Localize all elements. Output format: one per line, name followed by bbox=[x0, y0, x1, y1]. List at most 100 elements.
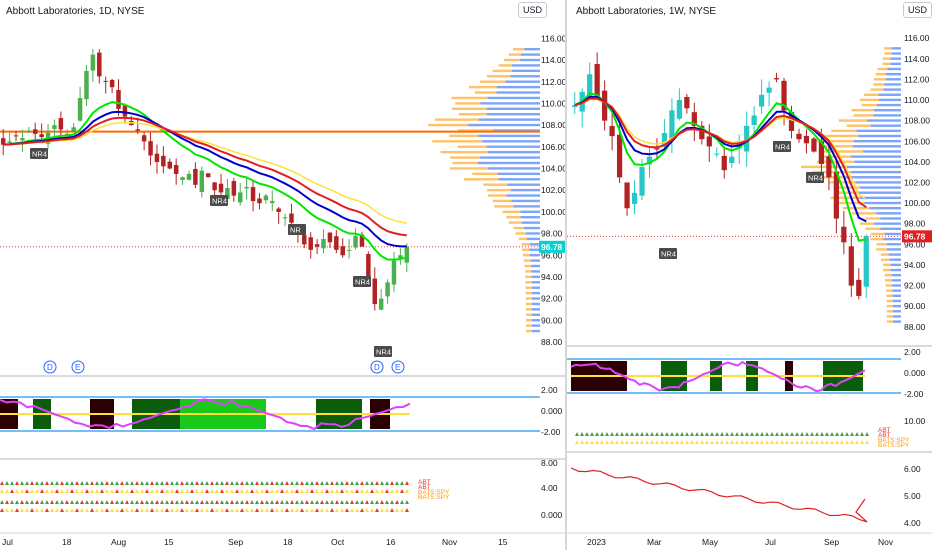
breadth-marker bbox=[130, 508, 134, 512]
breadth-marker bbox=[385, 500, 389, 504]
volume-profile-bar bbox=[884, 273, 892, 277]
volume-profile-bar bbox=[510, 188, 540, 192]
breadth-marker bbox=[210, 508, 214, 512]
breadth-marker bbox=[310, 508, 314, 512]
breadth-marker bbox=[800, 432, 804, 436]
breadth-marker bbox=[375, 481, 379, 485]
breadth-marker bbox=[220, 481, 224, 485]
candle-body bbox=[404, 246, 410, 263]
breadth-marker bbox=[20, 508, 24, 512]
volume-profile-bar bbox=[861, 103, 878, 107]
candle-body bbox=[84, 70, 89, 100]
breadth-marker bbox=[185, 489, 189, 493]
candle-body bbox=[225, 188, 230, 200]
oscillator-line bbox=[0, 398, 411, 431]
volume-profile-bar bbox=[525, 319, 532, 322]
breadth-marker bbox=[130, 481, 134, 485]
breadth-marker bbox=[375, 489, 379, 493]
candle-body bbox=[270, 201, 275, 204]
candle-body bbox=[308, 237, 313, 250]
breadth-marker bbox=[310, 489, 314, 493]
breadth-marker bbox=[180, 508, 184, 512]
daily-currency-button[interactable]: USD bbox=[518, 2, 548, 18]
breadth-marker bbox=[10, 508, 14, 512]
candle-body bbox=[391, 260, 397, 285]
breadth-marker bbox=[0, 508, 4, 512]
volume-profile-bar bbox=[487, 167, 540, 170]
time-axis-label: 15 bbox=[164, 537, 174, 547]
volume-profile-bar bbox=[531, 319, 540, 322]
breadth-marker bbox=[350, 500, 354, 504]
candle-body bbox=[863, 236, 869, 287]
candle-body bbox=[327, 232, 333, 243]
breadth-marker bbox=[700, 440, 704, 444]
volume-profile-bar bbox=[892, 304, 901, 308]
breadth-marker bbox=[70, 481, 74, 485]
breadth-marker bbox=[805, 432, 809, 436]
volume-profile-bar bbox=[428, 123, 469, 127]
breadth-marker bbox=[710, 432, 714, 436]
breadth-marker bbox=[830, 440, 834, 444]
volume-profile-bar bbox=[885, 78, 901, 81]
volume-profile-bar bbox=[525, 232, 540, 235]
breadth-marker bbox=[395, 489, 399, 493]
ratio-axis-label: 4.00 bbox=[904, 518, 921, 528]
breadth-marker bbox=[740, 432, 744, 436]
breadth-marker bbox=[295, 508, 299, 512]
volume-profile-bar bbox=[890, 263, 901, 267]
breadth-marker bbox=[280, 481, 284, 485]
pattern-label: NR4 bbox=[212, 197, 227, 206]
volume-profile-bar bbox=[874, 109, 901, 112]
breadth-marker bbox=[400, 481, 404, 485]
daily-chart-panel[interactable]: Abbott Laboratories, 1D, NYSE USD 116.00… bbox=[0, 0, 565, 550]
breadth-marker bbox=[340, 508, 344, 512]
price-axis-label: 88.00 bbox=[541, 337, 563, 347]
breadth-marker bbox=[865, 432, 869, 436]
weekly-currency-button[interactable]: USD bbox=[903, 2, 932, 18]
price-axis-label: 108.00 bbox=[904, 116, 930, 126]
breadth-marker bbox=[370, 500, 374, 504]
breadth-marker bbox=[605, 440, 609, 444]
breadth-marker bbox=[690, 432, 694, 436]
breadth-marker bbox=[335, 508, 339, 512]
daily-chart-svg[interactable]: 116.00 114.00 112.00 110.00 108.00 106.00 104.… bbox=[0, 0, 565, 550]
breadth-marker bbox=[205, 500, 209, 504]
weekly-chart-svg[interactable]: 116.00 114.00 112.00 110.00 108.00 106.00 104.… bbox=[567, 0, 932, 550]
volume-profile-bar bbox=[492, 199, 512, 203]
legend-label: BATS:SPY bbox=[878, 442, 910, 449]
breadth-marker bbox=[40, 508, 44, 512]
breadth-marker bbox=[135, 508, 139, 512]
breadth-marker bbox=[165, 489, 169, 493]
candle-body bbox=[212, 182, 217, 191]
volume-profile-bar bbox=[487, 188, 511, 192]
breadth-marker bbox=[100, 508, 104, 512]
candle-body bbox=[646, 156, 653, 165]
candle-body bbox=[58, 118, 64, 130]
candle-body bbox=[173, 164, 179, 174]
volume-profile-bar bbox=[886, 248, 901, 251]
panel-divider[interactable] bbox=[565, 0, 567, 550]
candle-body bbox=[353, 235, 358, 248]
volume-profile-bar bbox=[522, 253, 530, 257]
breadth-marker bbox=[655, 432, 659, 436]
oscillator-axis-label: 0.000 bbox=[541, 406, 563, 416]
pattern-label-box bbox=[288, 224, 306, 235]
weekly-chart-panel[interactable]: Abbott Laboratories, 1W, NYSE USD 116.00… bbox=[567, 0, 932, 550]
volume-profile-bar bbox=[531, 308, 540, 311]
breadth-marker bbox=[355, 500, 359, 504]
volume-profile-bar bbox=[892, 320, 901, 323]
breadth-marker bbox=[105, 489, 109, 493]
volume-profile-bar bbox=[880, 217, 901, 220]
volume-profile-bar bbox=[891, 47, 901, 50]
breadth-marker bbox=[695, 440, 699, 444]
breadth-marker bbox=[155, 481, 159, 485]
breadth-marker bbox=[265, 508, 269, 512]
breadth-marker bbox=[705, 432, 709, 436]
breadth-marker bbox=[225, 500, 229, 504]
breadth-marker bbox=[150, 508, 154, 512]
volume-profile-bar bbox=[875, 72, 886, 76]
volume-profile-bar bbox=[525, 308, 532, 311]
breadth-marker bbox=[85, 489, 89, 493]
breadth-marker bbox=[860, 432, 864, 436]
breadth-marker bbox=[200, 500, 204, 504]
